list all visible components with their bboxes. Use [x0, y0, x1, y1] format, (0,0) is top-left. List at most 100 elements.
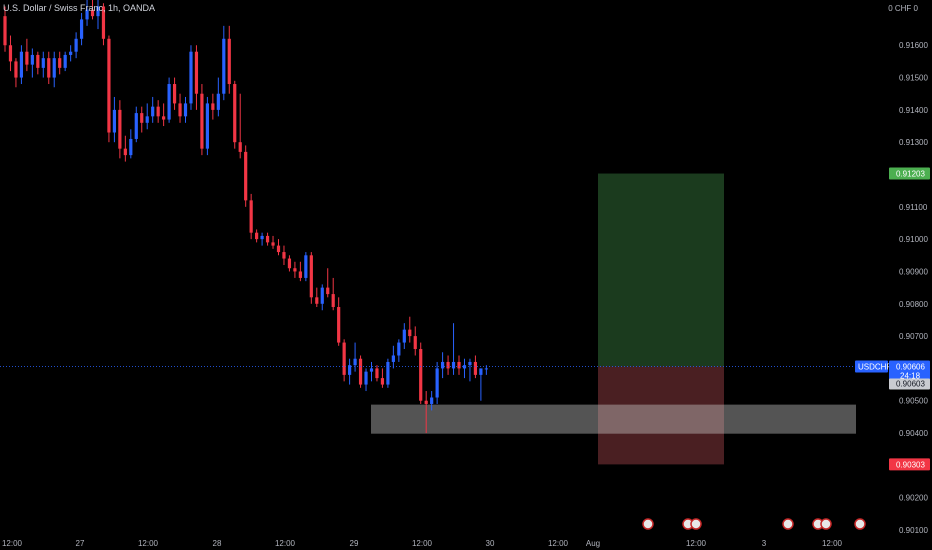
candle[interactable]	[358, 355, 363, 388]
candle[interactable]	[52, 51, 56, 88]
candle[interactable]	[260, 232, 264, 246]
candle[interactable]	[331, 277, 335, 311]
candle[interactable]	[107, 35, 111, 143]
candle[interactable]	[222, 25, 226, 101]
candle[interactable]	[233, 80, 237, 149]
candle[interactable]	[123, 135, 127, 162]
candle[interactable]	[397, 339, 401, 362]
event-flag-icon	[690, 518, 702, 530]
candle[interactable]	[309, 252, 313, 304]
candle[interactable]	[216, 77, 220, 117]
candle[interactable]	[25, 38, 29, 72]
candle[interactable]	[30, 48, 34, 78]
candle[interactable]	[408, 316, 412, 343]
candle[interactable]	[74, 32, 78, 59]
candle[interactable]	[276, 239, 281, 256]
candle[interactable]	[211, 93, 215, 120]
candle[interactable]	[424, 391, 428, 434]
candle[interactable]	[293, 261, 297, 278]
candle[interactable]	[435, 361, 439, 404]
candle[interactable]	[14, 58, 18, 88]
candle[interactable]	[282, 245, 286, 265]
candle[interactable]	[315, 287, 319, 308]
economic-event-icon[interactable]	[682, 518, 702, 530]
economic-event-icon[interactable]	[782, 518, 794, 530]
candle-body	[419, 349, 423, 401]
candle[interactable]	[402, 323, 406, 350]
candle[interactable]	[369, 361, 374, 382]
candle[interactable]	[473, 355, 478, 379]
candle[interactable]	[112, 96, 116, 143]
economic-event-icon[interactable]	[812, 518, 832, 530]
candle[interactable]	[140, 106, 144, 133]
candle[interactable]	[298, 261, 302, 282]
candle[interactable]	[129, 129, 133, 159]
candle[interactable]	[337, 297, 341, 346]
candle[interactable]	[194, 45, 199, 110]
candle[interactable]	[145, 103, 149, 130]
candle-body	[342, 342, 346, 375]
candle[interactable]	[8, 35, 13, 72]
candle[interactable]	[63, 51, 67, 72]
candle[interactable]	[19, 45, 24, 85]
candle[interactable]	[265, 232, 270, 246]
candle[interactable]	[96, 0, 100, 30]
candle[interactable]	[413, 326, 417, 356]
candle[interactable]	[430, 391, 434, 411]
candle[interactable]	[364, 368, 368, 392]
candle[interactable]	[326, 268, 330, 298]
support-zone[interactable]	[371, 404, 856, 434]
candle[interactable]	[446, 355, 450, 375]
candle[interactable]	[348, 358, 352, 385]
candle[interactable]	[69, 45, 73, 62]
candle[interactable]	[238, 93, 242, 159]
candle[interactable]	[58, 51, 62, 75]
candle[interactable]	[391, 345, 395, 369]
candle[interactable]	[205, 96, 209, 156]
candle[interactable]	[200, 84, 204, 156]
candle[interactable]	[353, 342, 357, 372]
candle[interactable]	[287, 255, 292, 272]
candle[interactable]	[457, 355, 461, 375]
candle[interactable]	[419, 342, 423, 404]
candle[interactable]	[3, 6, 7, 52]
candle[interactable]	[101, 3, 106, 46]
economic-event-icon[interactable]	[642, 518, 654, 530]
candle[interactable]	[189, 45, 193, 110]
candle[interactable]	[162, 103, 166, 127]
candle[interactable]	[479, 368, 483, 401]
candle[interactable]	[156, 100, 160, 123]
candle[interactable]	[320, 284, 324, 311]
candle[interactable]	[118, 100, 122, 159]
candle[interactable]	[375, 365, 379, 382]
candle[interactable]	[47, 51, 51, 85]
candle[interactable]	[172, 77, 177, 110]
candle[interactable]	[462, 358, 467, 379]
candle[interactable]	[271, 235, 275, 249]
candle[interactable]	[36, 51, 40, 75]
symbol-title[interactable]: U.S. Dollar / Swiss Franc, 1h, OANDA	[3, 3, 156, 13]
candle[interactable]	[244, 145, 248, 207]
candle[interactable]	[380, 368, 385, 388]
candle[interactable]	[79, 12, 84, 46]
candle[interactable]	[255, 229, 259, 243]
candle[interactable]	[151, 96, 155, 123]
loss-zone[interactable]	[598, 366, 724, 465]
candle[interactable]	[90, 0, 95, 20]
candle[interactable]	[183, 96, 188, 123]
candle[interactable]	[167, 77, 171, 123]
candle[interactable]	[178, 93, 182, 123]
candle[interactable]	[342, 339, 346, 382]
candle[interactable]	[41, 51, 45, 78]
candle[interactable]	[249, 193, 253, 240]
candle[interactable]	[468, 358, 472, 382]
candle[interactable]	[134, 106, 138, 143]
candle[interactable]	[227, 25, 231, 94]
candle[interactable]	[386, 358, 390, 388]
profit-zone[interactable]	[598, 173, 724, 367]
candle[interactable]	[85, 0, 89, 26]
candle[interactable]	[304, 252, 308, 282]
economic-event-icon[interactable]	[854, 518, 866, 530]
candle[interactable]	[441, 352, 445, 379]
